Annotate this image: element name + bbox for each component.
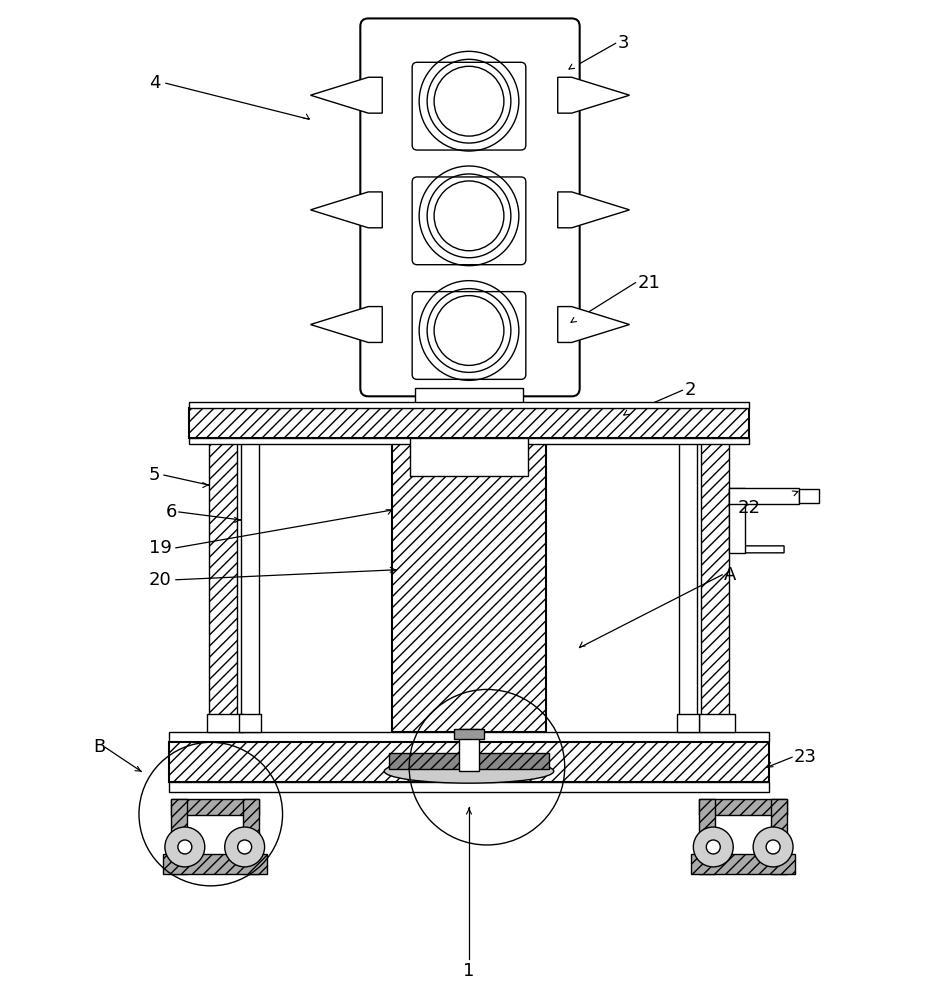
Text: 23: 23: [794, 748, 817, 766]
FancyBboxPatch shape: [360, 18, 580, 396]
Bar: [700, 799, 787, 815]
Bar: [392, 438, 546, 732]
Text: 4: 4: [149, 74, 160, 92]
Text: 6: 6: [166, 503, 177, 521]
Bar: [394, 406, 544, 418]
Bar: [771, 799, 787, 874]
Bar: [169, 782, 769, 792]
Ellipse shape: [385, 759, 553, 783]
Bar: [189, 402, 749, 408]
Bar: [189, 438, 749, 444]
Circle shape: [178, 840, 192, 854]
Text: 20: 20: [149, 571, 172, 589]
Text: 21: 21: [638, 274, 660, 292]
Polygon shape: [310, 77, 383, 113]
Circle shape: [165, 827, 204, 867]
Circle shape: [753, 827, 793, 867]
Bar: [729, 488, 799, 504]
Bar: [163, 854, 266, 874]
Bar: [189, 408, 749, 438]
Circle shape: [706, 840, 720, 854]
Bar: [169, 742, 769, 782]
Bar: [459, 729, 479, 771]
Bar: [389, 753, 549, 769]
Text: 5: 5: [149, 466, 160, 484]
Bar: [700, 714, 735, 732]
Circle shape: [693, 827, 734, 867]
Text: 22: 22: [737, 499, 760, 517]
Bar: [171, 799, 259, 815]
FancyBboxPatch shape: [412, 62, 526, 150]
Bar: [238, 714, 261, 732]
Bar: [410, 438, 528, 476]
Bar: [454, 729, 484, 739]
Bar: [169, 732, 769, 742]
Bar: [691, 854, 795, 874]
Circle shape: [237, 840, 251, 854]
Polygon shape: [729, 504, 784, 553]
Bar: [729, 488, 745, 553]
Bar: [241, 438, 259, 742]
Bar: [679, 438, 697, 742]
Text: B: B: [93, 738, 105, 756]
Polygon shape: [558, 307, 629, 342]
Circle shape: [225, 827, 265, 867]
Text: A: A: [724, 566, 736, 584]
Polygon shape: [310, 192, 383, 228]
Bar: [171, 799, 187, 874]
FancyBboxPatch shape: [412, 292, 526, 379]
Polygon shape: [558, 77, 629, 113]
Bar: [700, 799, 716, 874]
Bar: [206, 714, 243, 732]
Text: 3: 3: [617, 34, 629, 52]
Bar: [209, 438, 236, 742]
Circle shape: [766, 840, 780, 854]
Polygon shape: [310, 307, 383, 342]
Bar: [799, 489, 819, 503]
Bar: [243, 799, 259, 874]
FancyBboxPatch shape: [412, 177, 526, 265]
Bar: [677, 714, 700, 732]
Text: 2: 2: [685, 381, 696, 399]
Bar: [702, 438, 729, 742]
Text: 1: 1: [463, 962, 475, 980]
Bar: [416, 388, 522, 406]
Polygon shape: [558, 192, 629, 228]
Text: 19: 19: [149, 539, 172, 557]
